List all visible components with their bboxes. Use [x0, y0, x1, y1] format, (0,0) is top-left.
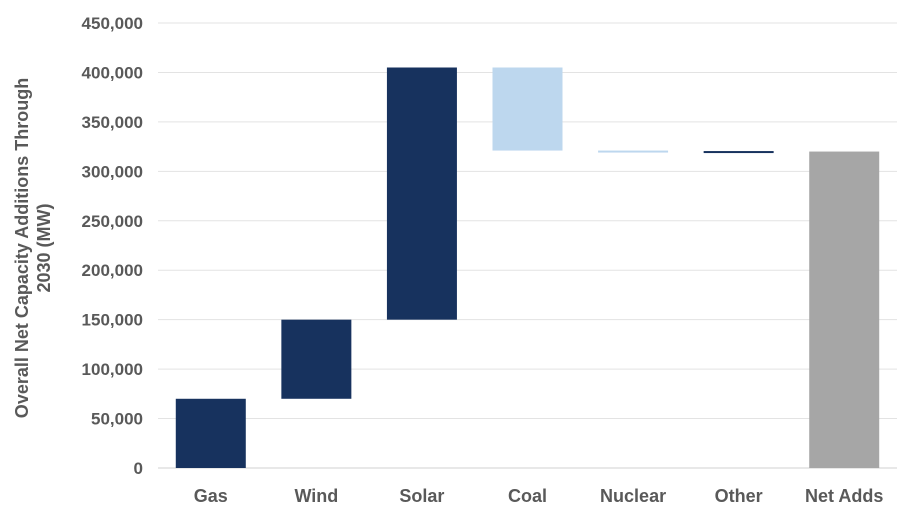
y-tick-label: 100,000	[82, 360, 143, 379]
x-category-label: Solar	[399, 486, 444, 506]
y-tick-label: 250,000	[82, 212, 143, 231]
bar-nuclear	[598, 150, 669, 153]
y-tick-label: 300,000	[82, 162, 143, 181]
x-category-label: Nuclear	[600, 486, 666, 506]
bar-coal	[492, 67, 563, 151]
y-axis-title-line-2: 2030 (MW)	[34, 203, 54, 292]
y-tick-label: 0	[134, 459, 143, 478]
x-category-label: Net Adds	[805, 486, 883, 506]
y-axis-ticks: 0 50,000 100,000 150,000 200,000 250,000 300,0…	[82, 14, 143, 478]
x-axis-categories: Gas Wind Solar Coal Nuclear Other Net Adds	[194, 486, 884, 506]
y-tick-label: 150,000	[82, 311, 143, 330]
y-tick-label: 350,000	[82, 113, 143, 132]
x-category-label: Wind	[294, 486, 338, 506]
bar-net-adds	[809, 151, 880, 469]
y-axis-title: Overall Net Capacity Additions Through 2…	[12, 78, 54, 418]
x-category-label: Other	[715, 486, 763, 506]
y-tick-label: 400,000	[82, 63, 143, 82]
y-tick-label: 200,000	[82, 261, 143, 280]
bar-wind	[281, 319, 352, 399]
x-category-label: Coal	[508, 486, 547, 506]
bars	[175, 67, 880, 469]
bar-solar	[386, 67, 457, 320]
y-tick-label: 450,000	[82, 14, 143, 33]
bar-other	[703, 151, 774, 154]
bar-gas	[175, 398, 246, 468]
x-category-label: Gas	[194, 486, 228, 506]
y-axis-title-line-1: Overall Net Capacity Additions Through	[12, 78, 32, 418]
y-tick-label: 50,000	[91, 410, 143, 429]
